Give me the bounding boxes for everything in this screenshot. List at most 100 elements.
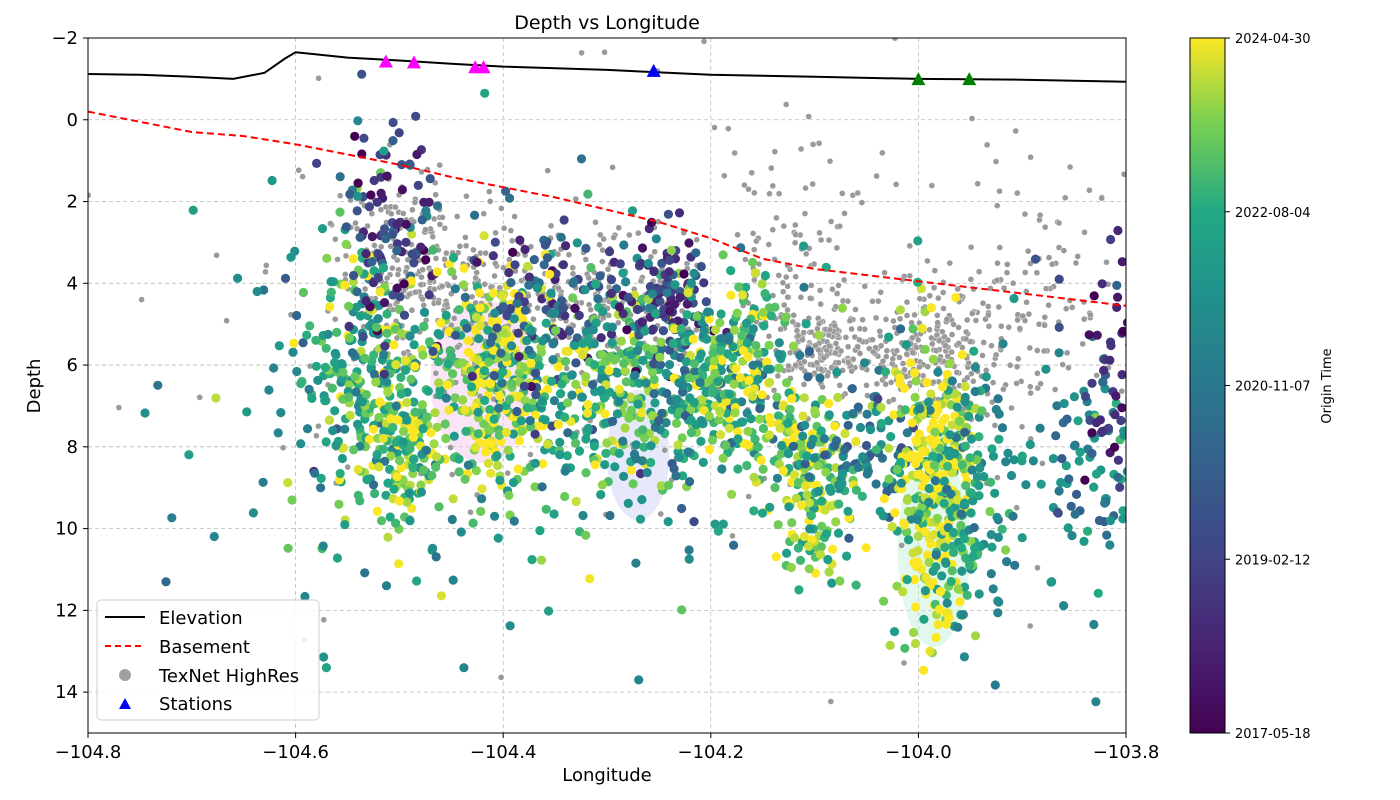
texnet-point	[985, 303, 992, 310]
catalog-point	[537, 294, 547, 304]
texnet-point	[890, 396, 897, 403]
catalog-point	[269, 363, 279, 373]
catalog-point	[1119, 430, 1126, 440]
catalog-point	[643, 258, 654, 269]
catalog-point	[512, 298, 522, 308]
catalog-point	[686, 405, 696, 415]
texnet-point	[470, 246, 477, 254]
catalog-point	[543, 439, 553, 449]
texnet-point	[968, 370, 975, 377]
catalog-point	[683, 447, 694, 457]
texnet-point	[447, 444, 454, 451]
catalog-point	[748, 360, 758, 370]
x-tick-label: −104.4	[470, 742, 537, 763]
y-tick-label: 8	[67, 437, 78, 458]
catalog-point	[374, 412, 384, 423]
texnet-point	[942, 342, 949, 349]
texnet-point	[1041, 314, 1049, 321]
catalog-point	[621, 277, 631, 287]
texnet-point	[400, 210, 407, 217]
catalog-point	[787, 518, 797, 528]
catalog-point	[364, 434, 374, 444]
texnet-point	[388, 210, 395, 218]
catalog-point	[674, 208, 685, 218]
catalog-point	[620, 423, 630, 433]
catalog-point	[760, 270, 771, 281]
texnet-point	[869, 298, 876, 305]
texnet-point	[472, 274, 479, 282]
catalog-point	[538, 336, 548, 346]
catalog-point	[618, 309, 628, 319]
catalog-point	[409, 258, 419, 268]
texnet-point	[881, 269, 888, 276]
texnet-point	[361, 285, 369, 293]
catalog-point	[729, 540, 739, 550]
catalog-point	[560, 412, 570, 422]
catalog-point	[796, 500, 806, 510]
catalog-point	[637, 495, 647, 505]
catalog-point	[305, 321, 315, 331]
catalog-point	[663, 480, 674, 490]
catalog-point	[563, 428, 573, 438]
texnet-point	[826, 157, 834, 165]
texnet-point	[1027, 153, 1034, 161]
texnet-point	[974, 180, 981, 187]
catalog-point	[753, 349, 763, 359]
catalog-point	[382, 377, 392, 387]
texnet-point	[547, 222, 555, 230]
catalog-point	[1116, 415, 1126, 426]
catalog-point	[1075, 447, 1085, 457]
catalog-point	[649, 359, 659, 369]
texnet-point	[813, 359, 821, 366]
catalog-point	[353, 464, 363, 475]
catalog-point	[555, 450, 565, 460]
catalog-point	[947, 376, 957, 386]
texnet-point	[432, 191, 439, 198]
catalog-point	[884, 474, 894, 484]
catalog-point	[710, 368, 720, 378]
catalog-point	[153, 380, 163, 390]
texnet-point	[1093, 372, 1100, 379]
catalog-point	[1145, 326, 1154, 335]
catalog-point	[344, 392, 354, 402]
catalog-point	[684, 238, 694, 248]
catalog-point	[1069, 392, 1079, 402]
texnet-point	[877, 342, 885, 349]
catalog-point	[930, 427, 940, 437]
catalog-point	[913, 531, 923, 542]
catalog-point	[405, 443, 415, 454]
catalog-point	[503, 445, 513, 455]
catalog-point	[655, 352, 665, 362]
catalog-point	[900, 643, 910, 653]
texnet-point	[389, 264, 396, 272]
catalog-point	[912, 452, 922, 462]
texnet-point	[432, 370, 440, 377]
texnet-point	[844, 343, 852, 350]
catalog-point	[675, 292, 685, 303]
catalog-point	[589, 441, 600, 451]
catalog-point	[824, 567, 834, 577]
y-tick-label: 14	[55, 682, 78, 703]
texnet-point	[797, 145, 805, 153]
catalog-point	[477, 484, 487, 494]
catalog-point	[394, 128, 404, 138]
catalog-point	[892, 581, 902, 591]
texnet-point	[406, 291, 413, 298]
catalog-point	[424, 337, 435, 347]
catalog-point	[993, 608, 1003, 618]
texnet-point	[883, 347, 891, 354]
texnet-point	[872, 314, 880, 322]
catalog-point	[986, 569, 996, 579]
catalog-point	[705, 444, 715, 455]
catalog-point	[423, 386, 433, 396]
texnet-point	[873, 380, 881, 388]
texnet-point	[863, 382, 870, 389]
catalog-point	[1118, 506, 1126, 516]
catalog-point	[370, 370, 380, 380]
catalog-point	[668, 338, 678, 348]
catalog-point	[462, 323, 472, 333]
texnet-point	[213, 252, 220, 259]
catalog-point	[672, 394, 682, 405]
catalog-point	[1122, 467, 1126, 476]
catalog-point	[386, 451, 396, 461]
